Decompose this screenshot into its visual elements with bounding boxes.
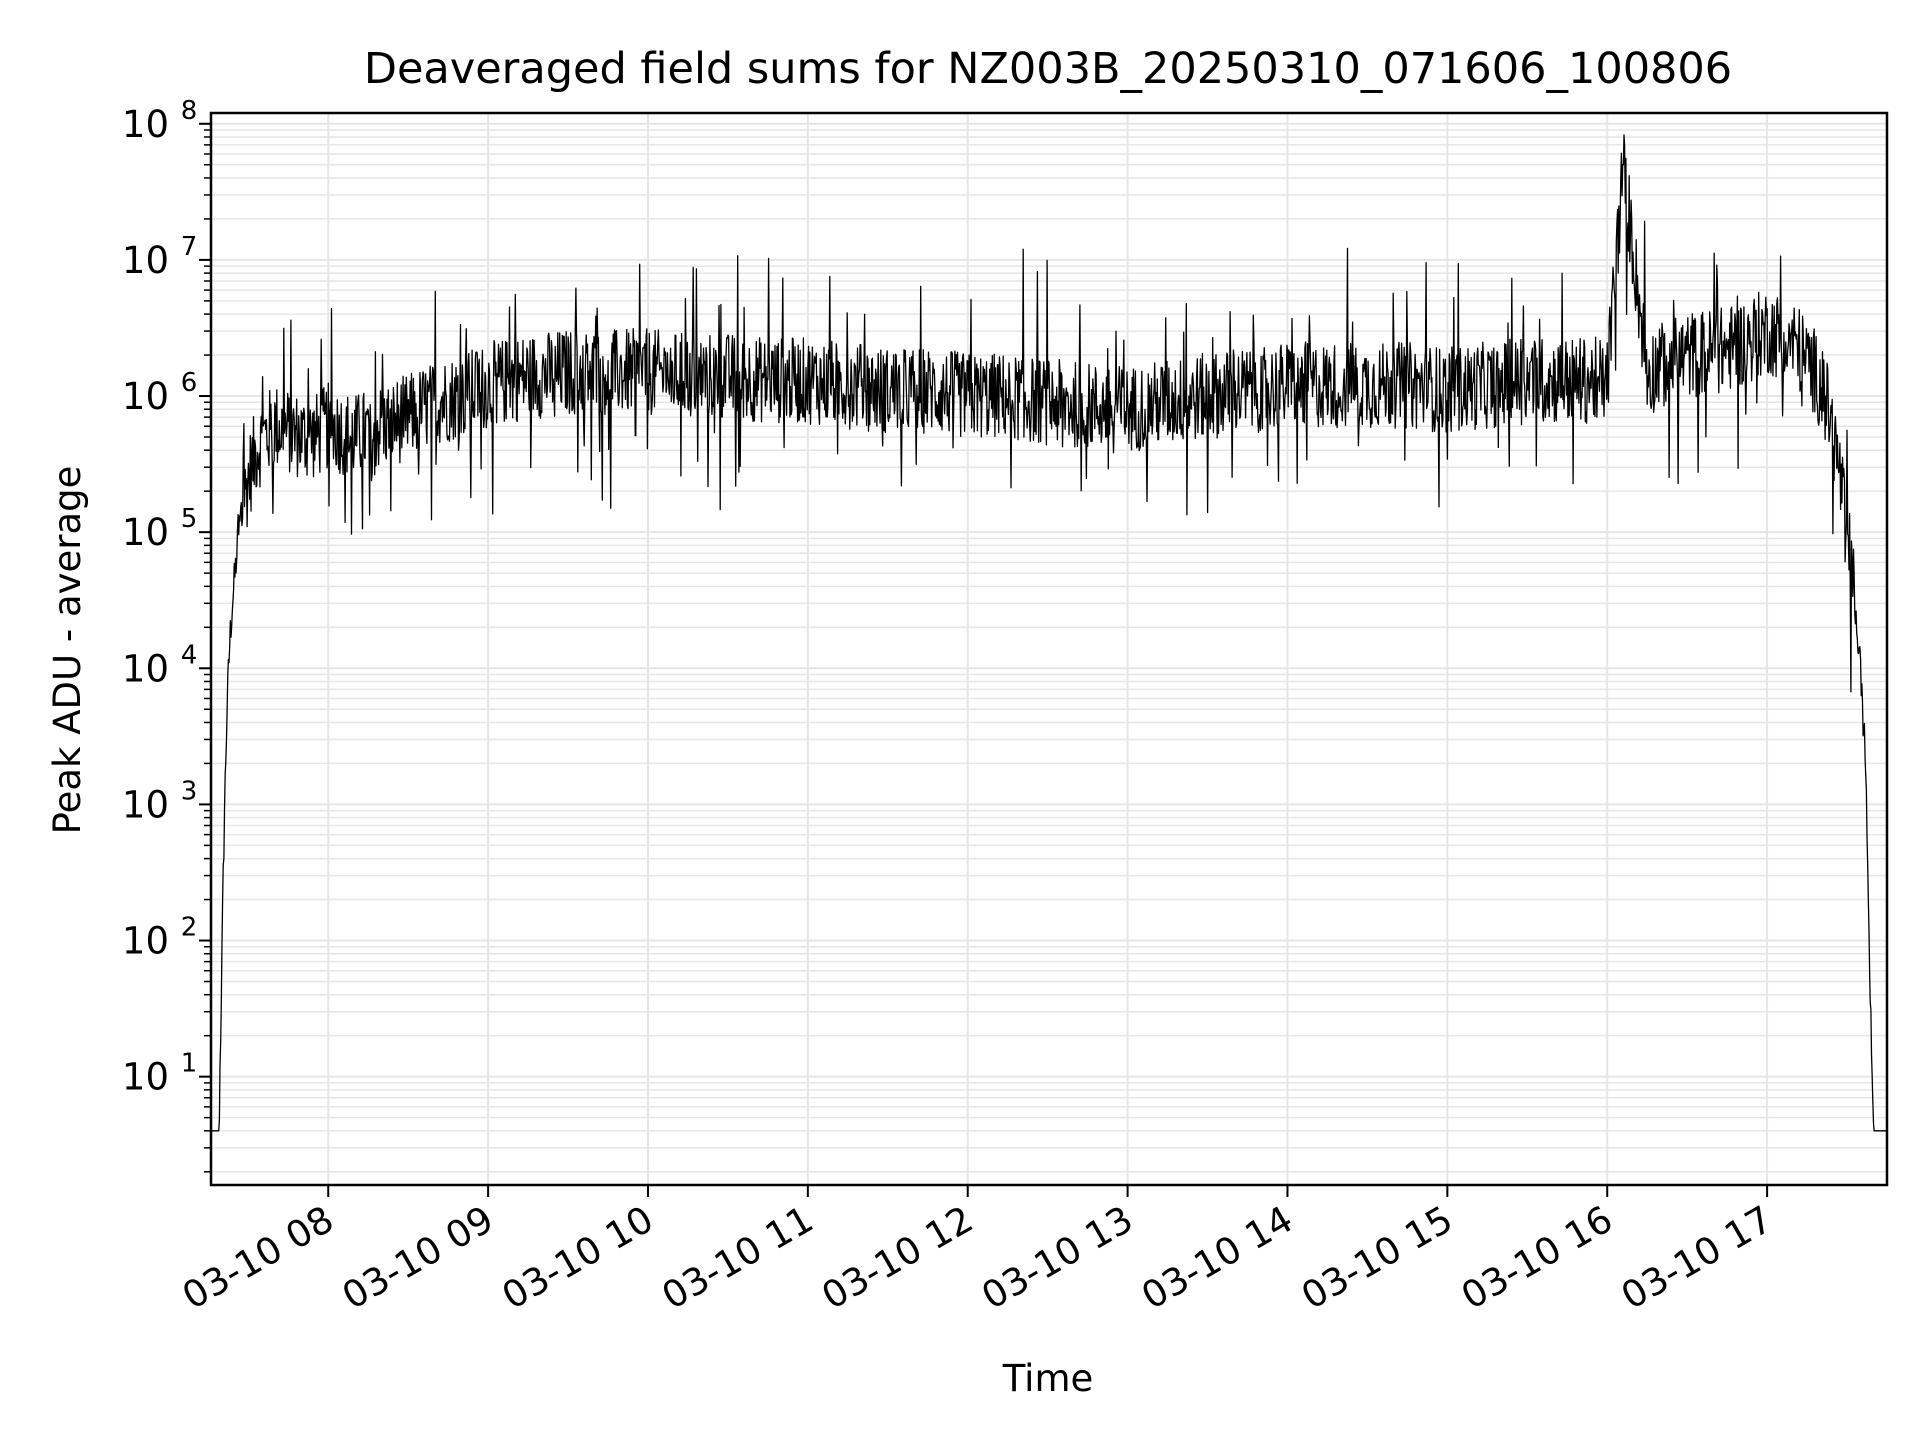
y-tick-label: 10 <box>122 647 169 690</box>
y-axis-label: Peak ADU - average <box>46 466 89 835</box>
y-tick-label: 10 <box>122 783 169 826</box>
y-tick-label-exponent: 6 <box>181 368 198 398</box>
y-tick-label-exponent: 3 <box>181 776 198 806</box>
series-line <box>210 134 1888 1132</box>
y-tick-label-exponent: 2 <box>181 913 198 943</box>
y-tick-label-exponent: 1 <box>181 1049 198 1079</box>
y-tick-label: 10 <box>122 375 169 418</box>
y-tick-label: 10 <box>122 1056 169 1099</box>
plot-frame <box>209 111 1889 1187</box>
y-tick-label: 10 <box>122 920 169 963</box>
x-axis-label: Time <box>1002 1357 1094 1400</box>
y-tick-label-exponent: 4 <box>181 640 198 670</box>
y-tick-label-exponent: 8 <box>181 96 198 126</box>
y-tick-label-exponent: 7 <box>181 232 198 262</box>
y-tick-label-exponent: 5 <box>181 504 198 534</box>
y-tick-label: 10 <box>122 103 169 146</box>
y-tick-label: 10 <box>122 511 169 554</box>
series-layer <box>210 134 1888 1132</box>
chart-title: Deaveraged field sums for NZ003B_2025031… <box>364 44 1732 94</box>
grid <box>211 113 1887 1185</box>
y-tick-label: 10 <box>122 239 169 282</box>
